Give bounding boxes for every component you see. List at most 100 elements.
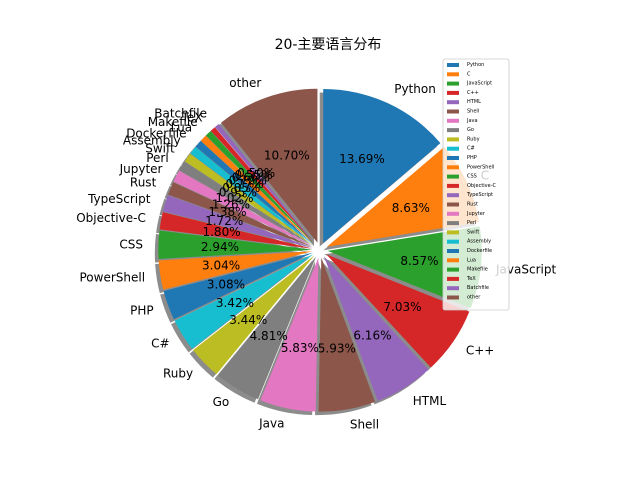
- legend-swatch-rust: [447, 202, 459, 207]
- category-label-powershell: PowerShell: [80, 271, 146, 285]
- legend-label-c: C: [467, 71, 471, 77]
- legend-label-assembly: Assembly: [467, 239, 491, 245]
- legend-swatch-c: [447, 72, 459, 77]
- percent-label-shell: 5.93%: [318, 342, 356, 356]
- category-label-shell: Shell: [350, 418, 379, 432]
- legend-frame: [442, 58, 510, 311]
- legend-swatch-jupyter: [447, 211, 459, 216]
- legend-swatch-tex: [447, 276, 459, 281]
- percent-label-objective-c: 1.80%: [202, 225, 240, 239]
- legend-swatch-java: [447, 118, 459, 123]
- percent-label-typescript: 1.72%: [205, 214, 243, 228]
- legend-label-shell: Shell: [467, 109, 479, 115]
- category-label-makefile: Makefile: [148, 115, 198, 129]
- slice-c-: [326, 254, 470, 368]
- legend-label-dockerfile: Dockerfile: [467, 248, 492, 254]
- slice-shell: [318, 257, 376, 412]
- category-label-objective-c: Objective-C: [76, 211, 146, 225]
- percent-labels: 13.69% 8.63% 8.57% 7.03% 6.16%5.93%5.83%4.81…: [201, 149, 439, 356]
- slice-objective-c: [159, 212, 313, 249]
- legend-swatch-other: [447, 295, 459, 300]
- legend-label-swift: Swift: [467, 229, 479, 235]
- slice-rust: [168, 182, 313, 248]
- legend-label-ruby: Ruby: [467, 136, 480, 142]
- percent-label-css: 2.94%: [201, 240, 239, 254]
- legend-label-java: Java: [466, 118, 478, 124]
- category-label-other: other: [229, 76, 261, 90]
- slice-batchfile: [214, 123, 316, 245]
- percent-label-batchfile: 0.50%: [237, 166, 275, 180]
- category-label-php: PHP: [130, 304, 154, 318]
- percent-label-c-: 7.03%: [383, 300, 421, 314]
- slice-lua: [200, 135, 315, 245]
- category-label-java: Java: [258, 416, 284, 430]
- legend-label-powershell: PowerShell: [467, 164, 494, 170]
- category-label-assembly: Assembly: [123, 134, 181, 148]
- slice-tex: [210, 127, 315, 245]
- percent-label-other: 10.70%: [264, 149, 310, 163]
- legend-swatch-perl: [447, 221, 459, 226]
- legend-label-c-: C++: [467, 90, 479, 96]
- legend-label-php: PHP: [467, 155, 477, 161]
- legend-label-html: HTML: [467, 99, 481, 105]
- legend-swatch-c-: [447, 146, 459, 151]
- category-label-rust: Rust: [130, 175, 157, 189]
- legend-label-lua: Lua: [467, 257, 476, 263]
- legend-label-other: other: [467, 295, 481, 301]
- percent-label-swift: 0.95%: [219, 186, 257, 200]
- legend-swatch-dockerfile: [447, 249, 459, 253]
- slice-c-: [174, 254, 314, 349]
- category-label-dockerfile: Dockerfile: [126, 127, 186, 141]
- legend-swatch-php: [447, 156, 459, 160]
- legend-swatch-assembly: [447, 239, 459, 244]
- category-label-javascript: JavaScript: [495, 262, 556, 276]
- percent-label-go: 4.81%: [250, 329, 288, 343]
- legend-swatch-shell: [447, 109, 459, 114]
- category-label-css: CSS: [119, 237, 143, 251]
- category-label-tex: TeX: [181, 110, 203, 124]
- slice-go: [217, 256, 317, 400]
- slice-c: [326, 146, 480, 247]
- percent-label-python: 13.69%: [339, 152, 385, 166]
- slice-powershell: [158, 251, 313, 290]
- legend-swatch-css: [447, 174, 459, 179]
- legend-swatch-typescript: [447, 193, 459, 198]
- category-label-python: Python: [394, 82, 436, 96]
- percent-label-c-: 3.42%: [216, 296, 254, 310]
- slice-php: [163, 252, 313, 320]
- legend-swatch-javascript: [447, 81, 459, 86]
- category-label-typescript: TypeScript: [87, 192, 151, 206]
- slice-assembly: [190, 146, 314, 246]
- percent-label-jupyter: 1.26%: [212, 197, 250, 211]
- legend-label-css: CSS: [467, 174, 477, 180]
- legend-label-go: Go: [467, 127, 474, 133]
- slice-perl: [179, 161, 314, 246]
- legend-swatch-ruby: [447, 137, 459, 142]
- legend-label-tex: TeX: [466, 276, 476, 282]
- slice-other: [221, 88, 318, 243]
- legend-swatch-python: [447, 63, 459, 67]
- percent-label-html: 6.16%: [353, 328, 391, 342]
- slice-makefile: [205, 130, 315, 245]
- slice-swift: [184, 153, 314, 246]
- percent-label-powershell: 3.04%: [202, 259, 240, 273]
- legend-swatch-swift: [447, 230, 459, 235]
- slice-typescript: [163, 195, 313, 248]
- category-label-perl: Perl: [146, 151, 168, 165]
- percent-label-perl: 1.02%: [215, 191, 253, 205]
- percent-label-javascript: 8.57%: [400, 254, 438, 268]
- category-label-swift: Swift: [145, 142, 175, 156]
- slice-java: [260, 257, 319, 412]
- percent-label-assembly: 0.85%: [222, 181, 260, 195]
- category-label-lua: Lua: [171, 120, 192, 134]
- legend-label-makefile: Makefile: [467, 267, 488, 273]
- legend-label-typescript: TypeScript: [466, 192, 493, 198]
- legend-label-perl: Perl: [467, 220, 476, 226]
- legend-swatch-batchfile: [447, 286, 459, 291]
- category-label-ruby: Ruby: [163, 367, 193, 381]
- pie-slices: [158, 88, 482, 412]
- percent-label-rust: 1.38%: [208, 205, 246, 219]
- legend-swatch-makefile: [447, 267, 459, 272]
- legend-label-jupyter: Jupyter: [466, 211, 486, 217]
